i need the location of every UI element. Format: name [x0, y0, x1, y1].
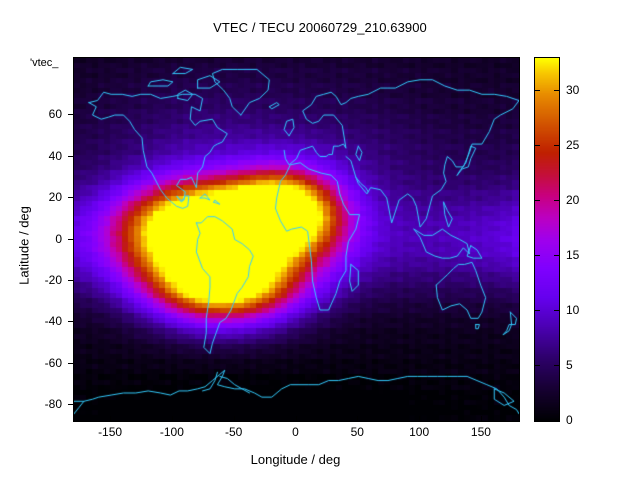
colorbar-tick-label: 25 [566, 138, 580, 152]
colorbar-tick-label: 0 [566, 413, 573, 427]
colorbar-tick [554, 310, 559, 311]
y-axis-tick [68, 197, 73, 198]
x-axis-tick-label: -100 [159, 425, 184, 439]
y-axis-tick [68, 362, 73, 364]
y-axis-tick-label: 60 [48, 107, 62, 122]
y-axis-tick-label: -80 [44, 397, 62, 412]
y-axis-tick [68, 114, 73, 116]
colorbar-tick-label: 15 [566, 248, 580, 262]
colorbar-tick [535, 200, 540, 201]
y-axis-tick [68, 155, 73, 157]
y-axis-tick [68, 238, 73, 240]
plot-key-label: 'vtec_ [30, 57, 59, 69]
y-axis-tick-label: -40 [44, 314, 62, 329]
colorbar [534, 57, 560, 422]
x-axis-tick-label: 50 [350, 425, 364, 439]
x-axis-tick-label: -150 [98, 425, 123, 439]
y-axis-tick-label: 40 [48, 148, 62, 163]
colorbar-tick [554, 255, 559, 256]
y-axis-tick [68, 279, 73, 281]
x-axis-tick-label: -50 [225, 425, 243, 439]
y-axis-tick-label: 20 [48, 190, 62, 204]
page-title: VTEC / TECU 20060729_210.63900 [213, 20, 427, 35]
colorbar-tick [554, 90, 559, 91]
colorbar-gradient [535, 58, 559, 421]
x-axis-tick [419, 416, 421, 421]
y-axis-tick [68, 404, 73, 406]
colorbar-tick [535, 145, 540, 146]
x-axis-title: Longitude / deg [250, 452, 341, 467]
colorbar-tick [535, 420, 540, 421]
x-axis-tick [357, 416, 359, 421]
colorbar-tick [554, 145, 559, 146]
colorbar-tick [535, 310, 540, 311]
colorbar-tick-label: 20 [566, 193, 580, 207]
x-axis-tick [480, 416, 482, 421]
y-axis-tick-label: -60 [44, 355, 62, 370]
x-axis-tick [295, 416, 297, 421]
colorbar-tick [535, 90, 540, 91]
y-axis-tick-label: -20 [44, 272, 62, 287]
colorbar-tick [554, 200, 559, 201]
x-axis-tick-label: 150 [470, 425, 491, 439]
colorbar-tick-label: 30 [566, 83, 580, 97]
x-axis-tick [233, 416, 235, 421]
x-axis-tick [171, 416, 173, 421]
x-axis-tick-label: 100 [409, 425, 430, 439]
colorbar-tick [535, 365, 540, 366]
colorbar-tick [554, 365, 559, 366]
x-axis-tick-label: 0 [292, 425, 299, 439]
x-axis-tick [110, 416, 112, 421]
y-axis-tick [68, 321, 73, 323]
colorbar-tick [535, 255, 540, 256]
colorbar-tick-label: 5 [566, 358, 573, 372]
colorbar-tick [554, 420, 559, 421]
colorbar-tick-label: 10 [566, 303, 580, 317]
y-axis-title: Latitude / deg [16, 206, 32, 285]
y-axis-tick-label: 0 [55, 231, 62, 246]
